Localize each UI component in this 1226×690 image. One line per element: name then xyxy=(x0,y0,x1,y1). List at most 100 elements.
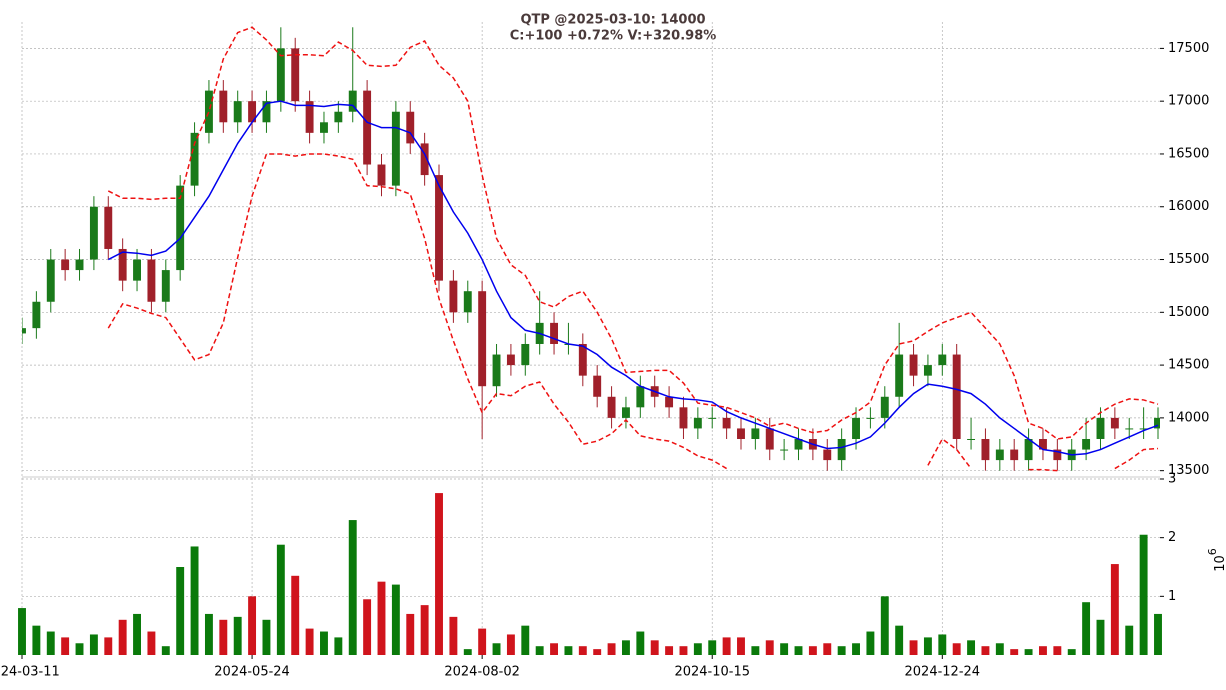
candle-body xyxy=(420,143,429,176)
volume-bar xyxy=(262,619,271,655)
candle-body xyxy=(334,111,343,123)
volume-bar xyxy=(377,581,386,655)
candle-body xyxy=(1082,438,1091,450)
volume-bar xyxy=(1154,613,1162,655)
volume-bar xyxy=(621,640,630,655)
candle-body xyxy=(61,259,70,271)
candle-body xyxy=(967,438,976,440)
volume-bar xyxy=(492,643,501,655)
volume-bar xyxy=(1039,646,1047,655)
y-tick-label: 16500 xyxy=(1168,146,1209,161)
volume-bar xyxy=(391,584,400,655)
volume-bar xyxy=(18,608,26,655)
volume-bar xyxy=(852,643,860,655)
volume-bar xyxy=(1139,534,1148,655)
indicator-line xyxy=(1114,447,1159,470)
candle-body xyxy=(233,101,242,123)
volume-bar xyxy=(1067,649,1076,655)
volume-bar xyxy=(751,646,760,655)
candle-body xyxy=(909,354,918,376)
volume-bar xyxy=(535,646,544,655)
volume-bar xyxy=(276,544,285,655)
candle-body xyxy=(866,417,875,419)
indicator-line xyxy=(107,153,727,470)
candle-body xyxy=(1053,449,1062,461)
volume-bar xyxy=(46,631,55,655)
candle-body xyxy=(737,428,745,439)
candle-body xyxy=(837,438,846,461)
x-tick-label: 2024-10-15 xyxy=(674,665,750,680)
volume-bar xyxy=(161,646,170,655)
candle-body xyxy=(22,328,26,334)
candle-body xyxy=(923,365,932,376)
volume-bar xyxy=(952,643,961,655)
candle-body xyxy=(449,280,458,313)
volume-bar xyxy=(650,640,659,655)
candle-body xyxy=(952,354,961,439)
volume-bar xyxy=(147,631,156,655)
volume-bar xyxy=(1024,649,1033,655)
candle-body xyxy=(89,206,98,260)
candle-body xyxy=(693,417,702,429)
candle-body xyxy=(147,259,156,302)
y-tick-label: 3 xyxy=(1168,472,1176,487)
scale-base: 10 xyxy=(1213,555,1226,572)
candle-body xyxy=(780,449,789,451)
volume-bar xyxy=(837,646,846,655)
candle-body xyxy=(1039,438,1047,450)
volume-bar xyxy=(204,613,213,655)
volume-bar xyxy=(909,640,918,655)
volume-bar xyxy=(363,599,372,655)
y-tick-label: 17500 xyxy=(1168,41,1209,56)
x-tick-label: 2024-08-02 xyxy=(444,665,520,680)
y-tick-label: 2 xyxy=(1168,530,1176,545)
volume-bar xyxy=(118,619,127,655)
x-tick-label: 2024-03-11 xyxy=(0,665,60,680)
volume-bar xyxy=(32,625,41,655)
indicator-line xyxy=(927,437,972,470)
candle-body xyxy=(679,407,688,429)
volume-bar xyxy=(880,596,889,655)
volume-bar xyxy=(765,640,774,655)
volume-bar xyxy=(521,625,530,655)
candle-body xyxy=(607,396,616,418)
candle-body xyxy=(794,438,803,450)
volume-bar xyxy=(133,613,141,655)
volume-bar xyxy=(578,646,587,655)
candle-body xyxy=(1110,417,1119,429)
candle-body xyxy=(133,259,141,281)
candle-body xyxy=(104,206,113,249)
y-tick-label: 16000 xyxy=(1168,199,1209,214)
volume-bar xyxy=(923,637,932,655)
volume-bar xyxy=(1082,602,1091,655)
candle-body xyxy=(708,417,717,419)
volume-scale-label: 106 xyxy=(1206,548,1226,572)
volume-bar xyxy=(938,634,947,655)
candle-body xyxy=(665,396,674,408)
volume-bar xyxy=(823,643,832,655)
candle-body xyxy=(722,417,731,429)
candle-body xyxy=(391,111,400,186)
volume-bar xyxy=(176,567,185,655)
volume-bar xyxy=(75,643,84,655)
y-tick-label: 15000 xyxy=(1168,305,1209,320)
candle-body xyxy=(895,354,904,397)
volume-bar xyxy=(708,640,717,655)
x-tick-label: 2024-05-24 xyxy=(214,665,290,680)
candle-body xyxy=(320,122,328,133)
candle-body xyxy=(621,407,630,418)
candle-body xyxy=(118,248,127,281)
candle-body xyxy=(46,259,55,302)
candle-body xyxy=(406,111,415,144)
candle-body xyxy=(1154,417,1160,429)
candle-body xyxy=(219,90,228,123)
candle-body xyxy=(248,101,257,123)
candle-body xyxy=(1096,417,1105,439)
volume-bar xyxy=(291,575,300,655)
volume-bar xyxy=(995,643,1004,655)
candle-body xyxy=(550,322,559,344)
scale-exponent: 6 xyxy=(1206,548,1219,555)
volume-bar xyxy=(305,628,314,655)
candle-body xyxy=(823,449,832,461)
